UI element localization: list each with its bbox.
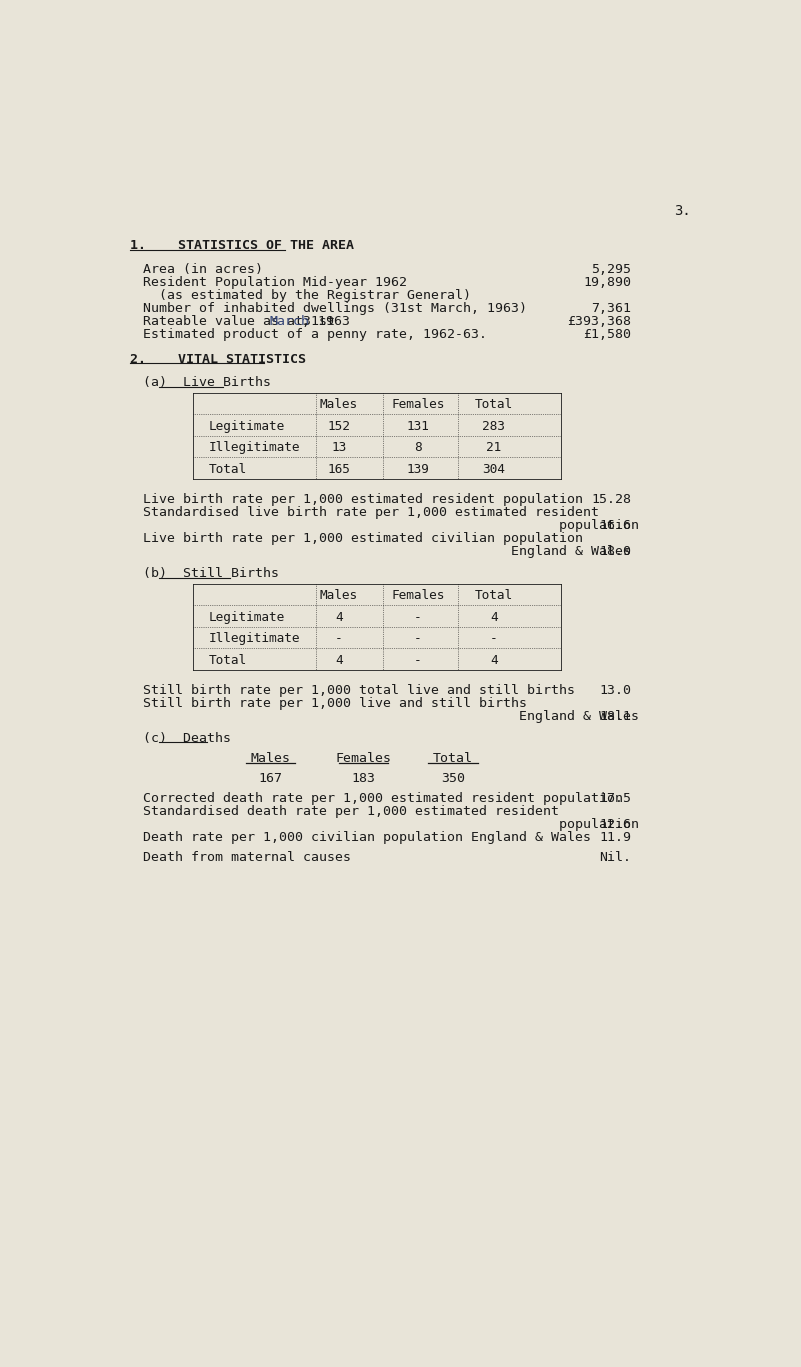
Text: 11.9: 11.9 (599, 831, 631, 843)
Text: 350: 350 (441, 771, 465, 785)
Text: Males: Males (320, 589, 358, 601)
Text: Resident Population Mid-year 1962: Resident Population Mid-year 1962 (143, 276, 407, 288)
Text: 17.5: 17.5 (599, 791, 631, 805)
Text: Legitimate: Legitimate (208, 611, 285, 623)
Text: (a)  Live Births: (a) Live Births (143, 376, 271, 388)
Text: Total: Total (475, 398, 513, 411)
Text: Still birth rate per 1,000 live and still births: Still birth rate per 1,000 live and stil… (143, 697, 527, 709)
Text: Death from maternal causes: Death from maternal causes (143, 850, 351, 864)
Text: Death rate per 1,000 civilian population England & Wales: Death rate per 1,000 civilian population… (143, 831, 591, 843)
Text: -: - (335, 632, 343, 645)
Text: Nil.: Nil. (599, 850, 631, 864)
Text: (c)  Deaths: (c) Deaths (143, 731, 231, 745)
Text: Area (in acres): Area (in acres) (143, 262, 263, 276)
Text: population: population (143, 519, 638, 532)
Text: Total: Total (208, 653, 247, 667)
Text: 8: 8 (414, 442, 421, 454)
Text: 13.0: 13.0 (599, 684, 631, 697)
Text: 165: 165 (328, 463, 350, 476)
Text: 13: 13 (331, 442, 347, 454)
Text: 131: 131 (406, 420, 429, 433)
Text: 3.: 3. (674, 204, 690, 219)
Text: -: - (490, 632, 497, 645)
Text: Illegitimate: Illegitimate (208, 442, 300, 454)
Text: Number of inhabited dwellings (31st March, 1963): Number of inhabited dwellings (31st Marc… (143, 302, 527, 314)
Text: Live birth rate per 1,000 estimated resident population: Live birth rate per 1,000 estimated resi… (143, 493, 583, 506)
Text: Legitimate: Legitimate (208, 420, 285, 433)
Text: Females: Females (391, 589, 445, 601)
Text: Total: Total (433, 752, 473, 764)
Text: 4: 4 (490, 653, 497, 667)
Text: 16.6: 16.6 (599, 519, 631, 532)
Text: 5,295: 5,295 (591, 262, 631, 276)
Text: -: - (414, 611, 421, 623)
Text: 1.    STATISTICS OF THE AREA: 1. STATISTICS OF THE AREA (130, 239, 353, 252)
Text: 12.6: 12.6 (599, 817, 631, 831)
Text: Standardised live birth rate per 1,000 estimated resident: Standardised live birth rate per 1,000 e… (143, 506, 599, 519)
Text: Females: Females (391, 398, 445, 411)
Text: 21: 21 (486, 442, 501, 454)
Text: -: - (414, 653, 421, 667)
Text: England & Wales: England & Wales (143, 709, 638, 723)
Text: Live birth rate per 1,000 estimated civilian population: Live birth rate per 1,000 estimated civi… (143, 532, 583, 545)
Text: 4: 4 (335, 611, 343, 623)
Text: 15.28: 15.28 (591, 493, 631, 506)
Text: Total: Total (475, 589, 513, 601)
Text: Estimated product of a penny rate, 1962-63.: Estimated product of a penny rate, 1962-… (143, 328, 487, 340)
Text: Males: Males (251, 752, 291, 764)
Text: Males: Males (320, 398, 358, 411)
Text: England & Wales: England & Wales (143, 545, 630, 558)
Text: 18.0: 18.0 (599, 545, 631, 558)
Text: 152: 152 (328, 420, 350, 433)
Text: (b)  Still Births: (b) Still Births (143, 567, 279, 580)
Text: 4: 4 (335, 653, 343, 667)
Text: 139: 139 (406, 463, 429, 476)
Text: Standardised death rate per 1,000 estimated resident: Standardised death rate per 1,000 estima… (143, 805, 559, 817)
Text: 4: 4 (490, 611, 497, 623)
Text: 2.    VITAL STATISTICS: 2. VITAL STATISTICS (130, 353, 305, 366)
Text: Illegitimate: Illegitimate (208, 632, 300, 645)
Text: 7,361: 7,361 (591, 302, 631, 314)
Text: £1,580: £1,580 (583, 328, 631, 340)
Text: 167: 167 (259, 771, 283, 785)
Text: 18.1: 18.1 (599, 709, 631, 723)
Text: Rateable value as at31st: Rateable value as at31st (143, 314, 343, 328)
Text: -: - (414, 632, 421, 645)
Text: March: March (269, 314, 309, 328)
Text: Females: Females (336, 752, 392, 764)
Text: (as estimated by the Registrar General): (as estimated by the Registrar General) (143, 288, 471, 302)
Text: Total: Total (208, 463, 247, 476)
Text: Corrected death rate per 1,000 estimated resident population: Corrected death rate per 1,000 estimated… (143, 791, 622, 805)
Text: population: population (143, 817, 638, 831)
Text: Still birth rate per 1,000 total live and still births: Still birth rate per 1,000 total live an… (143, 684, 575, 697)
Text: 19,890: 19,890 (583, 276, 631, 288)
Text: , 1963: , 1963 (302, 314, 349, 328)
Text: 183: 183 (352, 771, 376, 785)
Text: 304: 304 (482, 463, 505, 476)
Text: 283: 283 (482, 420, 505, 433)
Text: £393,368: £393,368 (567, 314, 631, 328)
